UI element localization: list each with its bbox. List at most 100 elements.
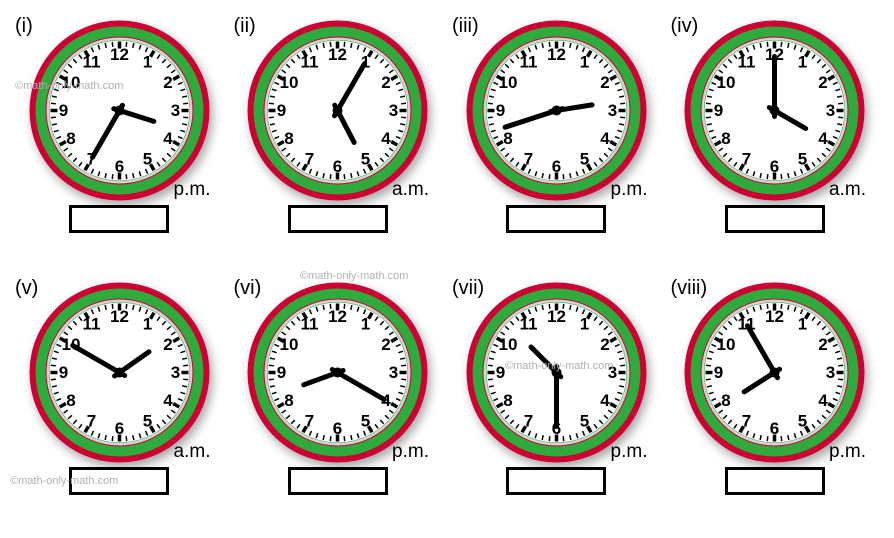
svg-text:2: 2 (819, 335, 828, 354)
clock-cell: (ii)123456789101112a.m. (229, 10, 448, 272)
clock-face: 123456789101112 (464, 18, 649, 203)
ampm-label: a.m. (829, 179, 866, 201)
svg-text:10: 10 (717, 73, 736, 92)
svg-text:11: 11 (82, 53, 100, 72)
svg-text:4: 4 (163, 129, 173, 148)
answer-box[interactable] (725, 467, 825, 495)
svg-text:6: 6 (333, 419, 342, 438)
svg-text:5: 5 (798, 149, 807, 168)
clock-cell: (viii)123456789101112p.m. (666, 272, 885, 534)
svg-text:8: 8 (722, 129, 731, 148)
clock-cell: (iii)123456789101112p.m. (447, 10, 666, 272)
clock-face: 123456789101112 (27, 280, 212, 465)
answer-box[interactable] (69, 205, 169, 233)
answer-box[interactable] (69, 467, 169, 495)
svg-text:9: 9 (496, 101, 505, 120)
svg-text:10: 10 (498, 335, 517, 354)
ampm-label: p.m. (392, 441, 429, 463)
clock-face: 123456789101112 (245, 280, 430, 465)
svg-text:10: 10 (498, 73, 517, 92)
svg-text:1: 1 (580, 53, 589, 72)
clock-face: 123456789101112 (464, 280, 649, 465)
svg-text:10: 10 (717, 335, 736, 354)
answer-row: p.m. (10, 205, 229, 233)
svg-text:8: 8 (285, 391, 294, 410)
answer-box[interactable] (288, 467, 388, 495)
svg-text:11: 11 (519, 314, 537, 333)
svg-text:10: 10 (280, 73, 299, 92)
svg-text:12: 12 (547, 307, 566, 326)
svg-text:10: 10 (280, 335, 299, 354)
ampm-label: a.m. (174, 441, 211, 463)
svg-text:11: 11 (301, 53, 319, 72)
svg-text:6: 6 (115, 157, 124, 176)
answer-row: p.m. (447, 205, 666, 233)
svg-text:5: 5 (361, 149, 370, 168)
svg-text:2: 2 (382, 73, 391, 92)
svg-text:5: 5 (143, 149, 152, 168)
svg-text:4: 4 (819, 129, 829, 148)
clock-cell: (vii)123456789101112p.m. (447, 272, 666, 534)
svg-text:12: 12 (328, 307, 347, 326)
answer-box[interactable] (725, 205, 825, 233)
clock-face: 123456789101112 (682, 18, 867, 203)
clock-face: 123456789101112 (682, 280, 867, 465)
svg-text:12: 12 (765, 307, 784, 326)
svg-text:7: 7 (742, 411, 751, 430)
svg-text:5: 5 (580, 149, 589, 168)
svg-text:9: 9 (714, 363, 723, 382)
svg-text:7: 7 (305, 411, 314, 430)
answer-box[interactable] (506, 467, 606, 495)
ampm-label: p.m. (829, 441, 866, 463)
svg-text:9: 9 (714, 101, 723, 120)
svg-text:5: 5 (798, 411, 807, 430)
svg-text:8: 8 (722, 391, 731, 410)
svg-text:1: 1 (143, 314, 152, 333)
svg-text:2: 2 (382, 335, 391, 354)
svg-text:11: 11 (738, 53, 756, 72)
svg-text:2: 2 (163, 73, 172, 92)
answer-box[interactable] (506, 205, 606, 233)
svg-text:1: 1 (580, 314, 589, 333)
svg-text:5: 5 (143, 411, 152, 430)
svg-text:12: 12 (110, 307, 129, 326)
svg-text:9: 9 (59, 363, 68, 382)
clock-face: 123456789101112 (245, 18, 430, 203)
svg-text:6: 6 (115, 419, 124, 438)
svg-text:5: 5 (361, 411, 370, 430)
svg-text:12: 12 (547, 45, 566, 64)
ampm-label: p.m. (611, 441, 648, 463)
svg-text:7: 7 (524, 411, 533, 430)
svg-text:7: 7 (742, 149, 751, 168)
answer-row: p.m. (447, 467, 666, 495)
svg-text:3: 3 (171, 363, 180, 382)
svg-text:9: 9 (277, 363, 286, 382)
svg-text:1: 1 (798, 314, 807, 333)
answer-row: p.m. (229, 467, 448, 495)
svg-text:6: 6 (770, 157, 779, 176)
ampm-label: a.m. (392, 179, 429, 201)
svg-text:3: 3 (389, 101, 398, 120)
svg-text:8: 8 (285, 129, 294, 148)
svg-text:12: 12 (328, 45, 347, 64)
svg-text:3: 3 (826, 363, 835, 382)
svg-text:7: 7 (524, 149, 533, 168)
svg-text:8: 8 (66, 129, 75, 148)
answer-row: a.m. (229, 205, 448, 233)
svg-text:11: 11 (82, 314, 100, 333)
svg-text:8: 8 (503, 129, 512, 148)
answer-row: p.m. (666, 467, 885, 495)
svg-text:4: 4 (819, 391, 829, 410)
svg-text:8: 8 (66, 391, 75, 410)
clock-face: 123456789101112 (27, 18, 212, 203)
svg-text:1: 1 (143, 53, 152, 72)
svg-text:6: 6 (333, 157, 342, 176)
svg-text:1: 1 (361, 314, 370, 333)
ampm-label: p.m. (611, 179, 648, 201)
svg-text:2: 2 (600, 73, 609, 92)
clock-cell: (vi)123456789101112p.m. (229, 272, 448, 534)
svg-text:3: 3 (608, 101, 617, 120)
svg-text:3: 3 (171, 101, 180, 120)
answer-box[interactable] (288, 205, 388, 233)
answer-row: a.m. (10, 467, 229, 495)
